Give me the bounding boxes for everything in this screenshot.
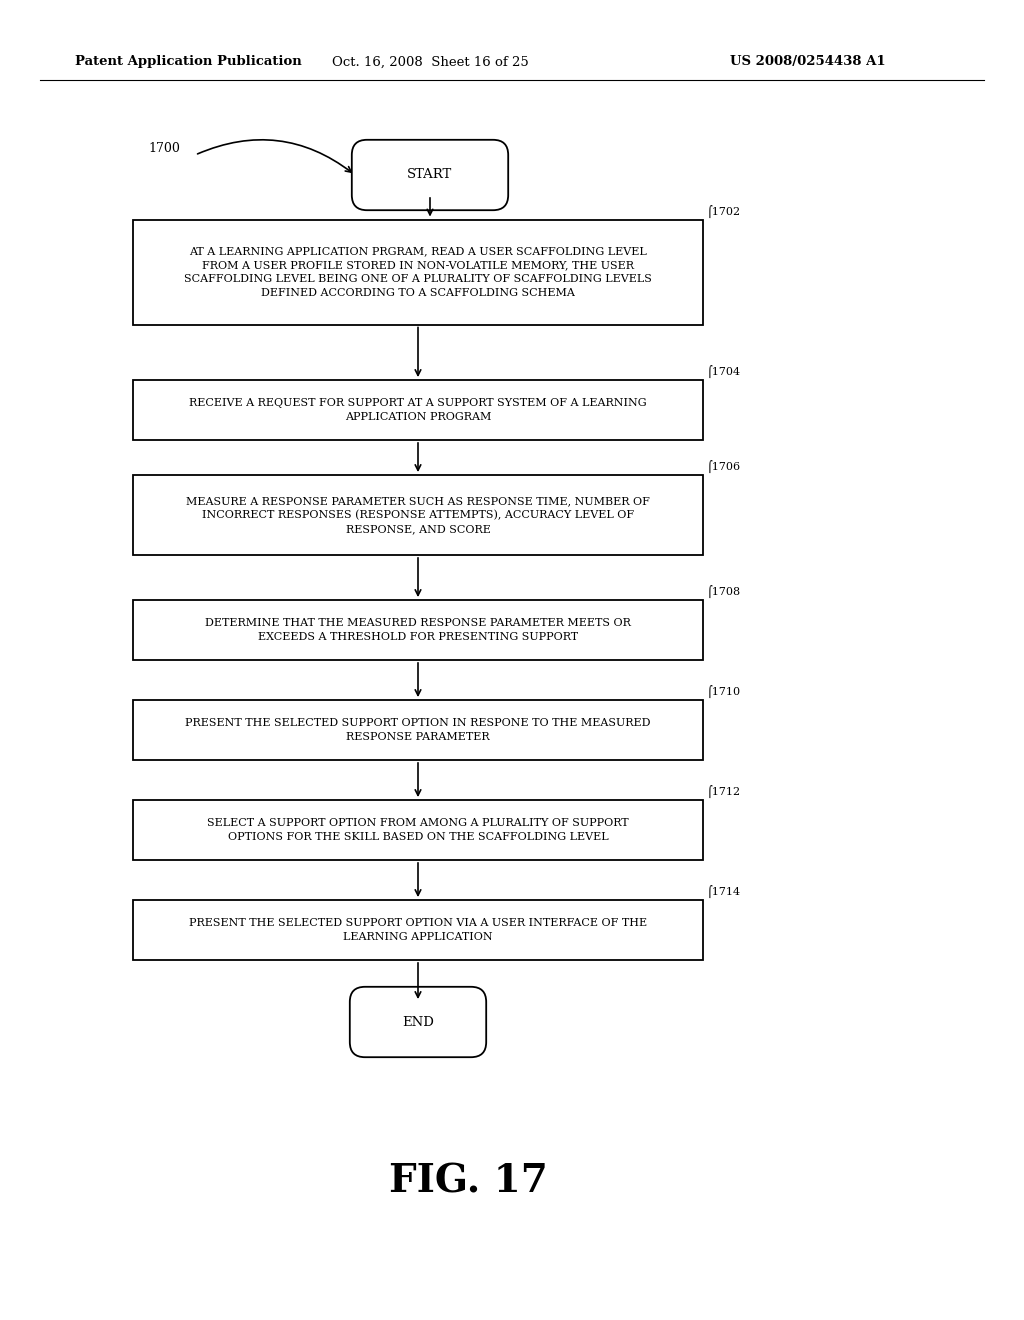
Text: ⌠1710: ⌠1710	[707, 685, 741, 698]
Bar	[133, 475, 703, 554]
Bar	[133, 380, 703, 440]
Text: DETERMINE THAT THE MEASURED RESPONSE PARAMETER MEETS OR
EXCEEDS A THRESHOLD FOR : DETERMINE THAT THE MEASURED RESPONSE PAR…	[205, 618, 631, 642]
Text: END: END	[402, 1015, 434, 1028]
Text: ⌠1706: ⌠1706	[707, 459, 741, 473]
Text: MEASURE A RESPONSE PARAMETER SUCH AS RESPONSE TIME, NUMBER OF
INCORRECT RESPONSE: MEASURE A RESPONSE PARAMETER SUCH AS RES…	[186, 496, 650, 535]
Bar	[133, 601, 703, 660]
FancyBboxPatch shape	[350, 987, 486, 1057]
Text: US 2008/0254438 A1: US 2008/0254438 A1	[730, 55, 886, 69]
Text: ⌠1704: ⌠1704	[707, 364, 741, 378]
Text: Patent Application Publication: Patent Application Publication	[75, 55, 302, 69]
Bar	[133, 219, 703, 325]
Bar	[133, 700, 703, 760]
Text: ⌠1708: ⌠1708	[707, 585, 741, 598]
Text: ⌠1714: ⌠1714	[707, 884, 741, 898]
Text: PRESENT THE SELECTED SUPPORT OPTION IN RESPONE TO THE MEASURED
RESPONSE PARAMETE: PRESENT THE SELECTED SUPPORT OPTION IN R…	[185, 718, 650, 742]
Text: 1700: 1700	[148, 141, 180, 154]
Text: AT A LEARNING APPLICATION PRGRAM, READ A USER SCAFFOLDING LEVEL
FROM A USER PROF: AT A LEARNING APPLICATION PRGRAM, READ A…	[184, 246, 652, 298]
Text: SELECT A SUPPORT OPTION FROM AMONG A PLURALITY OF SUPPORT
OPTIONS FOR THE SKILL : SELECT A SUPPORT OPTION FROM AMONG A PLU…	[207, 818, 629, 842]
Text: FIG. 17: FIG. 17	[389, 1163, 548, 1200]
Text: START: START	[408, 169, 453, 181]
Text: ⌠1702: ⌠1702	[707, 205, 741, 218]
FancyBboxPatch shape	[352, 140, 508, 210]
Bar	[133, 900, 703, 960]
Text: PRESENT THE SELECTED SUPPORT OPTION VIA A USER INTERFACE OF THE
LEARNING APPLICA: PRESENT THE SELECTED SUPPORT OPTION VIA …	[189, 917, 647, 942]
Text: RECEIVE A REQUEST FOR SUPPORT AT A SUPPORT SYSTEM OF A LEARNING
APPLICATION PROG: RECEIVE A REQUEST FOR SUPPORT AT A SUPPO…	[189, 399, 647, 422]
Text: Oct. 16, 2008  Sheet 16 of 25: Oct. 16, 2008 Sheet 16 of 25	[332, 55, 528, 69]
Bar	[133, 800, 703, 861]
Text: ⌠1712: ⌠1712	[707, 785, 741, 799]
